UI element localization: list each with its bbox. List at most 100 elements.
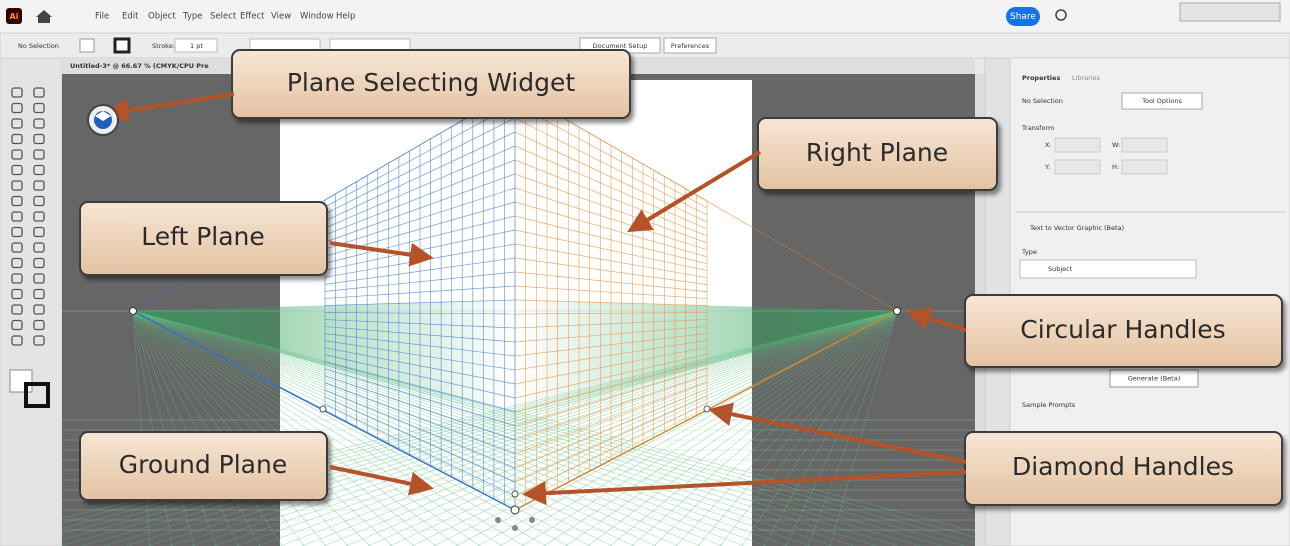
- grid-line: [785, 310, 898, 546]
- grid-line: [521, 310, 898, 546]
- tool-icon[interactable]: [33, 273, 45, 284]
- document-tab[interactable]: Untitled-3* @ 66.67 % (CMYK/CPU Pre: [70, 62, 209, 70]
- tool-icon[interactable]: [33, 242, 45, 253]
- callout-box: [964, 431, 1283, 506]
- share-label: Share: [1010, 12, 1036, 22]
- tool-icon[interactable]: [33, 133, 45, 145]
- field-label: X:: [1045, 141, 1052, 149]
- grid-line: [132, 310, 393, 546]
- tool-icon[interactable]: [33, 211, 45, 222]
- stroke-input[interactable]: [174, 38, 218, 53]
- grid-line: [132, 310, 811, 546]
- tool-icon[interactable]: [11, 133, 23, 145]
- tool-options-button[interactable]: [1121, 92, 1203, 110]
- app-logo: [6, 8, 22, 24]
- tool-icon[interactable]: [11, 180, 23, 191]
- tool-icon[interactable]: [33, 335, 45, 346]
- tool-icon[interactable]: [11, 102, 23, 114]
- tool-icon[interactable]: [33, 304, 45, 315]
- diamond-handle[interactable]: [319, 405, 327, 413]
- fill-color[interactable]: [9, 369, 33, 393]
- grid-line: [132, 310, 173, 546]
- tool-icon[interactable]: [11, 335, 23, 346]
- tool-icon[interactable]: [11, 257, 23, 269]
- tool-icon[interactable]: [11, 164, 23, 176]
- home-icon[interactable]: [36, 10, 52, 23]
- menu-item[interactable]: Object: [148, 12, 176, 22]
- tool-icon[interactable]: [33, 257, 45, 269]
- stroke-color[interactable]: [24, 382, 50, 408]
- input[interactable]: [1054, 159, 1101, 175]
- menu-item[interactable]: Select: [210, 12, 237, 22]
- grid-line: [132, 310, 767, 546]
- tool-icon[interactable]: [33, 118, 45, 129]
- grid-line: [132, 310, 943, 546]
- grid-line: [132, 310, 921, 546]
- tool-icon[interactable]: [11, 319, 23, 331]
- tool-icon[interactable]: [33, 195, 45, 207]
- grid-line: [587, 310, 898, 546]
- section-title: Text to Vector Graphic (Beta): [1029, 224, 1124, 232]
- grid-line: [132, 310, 239, 546]
- tool-icon[interactable]: [11, 87, 23, 98]
- diamond-handle[interactable]: [703, 405, 711, 413]
- section-title: Sample Prompts: [1022, 401, 1076, 409]
- menu-item[interactable]: Effect: [240, 12, 265, 22]
- menu-item[interactable]: File: [95, 12, 109, 22]
- tool-icon[interactable]: [33, 87, 45, 98]
- tool-icon[interactable]: [33, 149, 45, 160]
- fill-swatch[interactable]: [79, 38, 95, 53]
- input[interactable]: [1121, 137, 1168, 153]
- arrow: [104, 92, 235, 123]
- tool-icon[interactable]: [33, 288, 45, 300]
- tool-icon[interactable]: [11, 288, 23, 300]
- tool-icon[interactable]: [11, 242, 23, 253]
- tool-icon[interactable]: [11, 118, 23, 129]
- share-button[interactable]: [1006, 7, 1040, 26]
- field-label: H:: [1112, 163, 1119, 171]
- tool-icon[interactable]: [11, 273, 23, 284]
- grid-line: [125, 310, 898, 546]
- grid-line: [389, 310, 898, 546]
- menu-item[interactable]: Type: [182, 12, 203, 22]
- panel-tab[interactable]: Properties: [1022, 74, 1060, 82]
- tool-icon[interactable]: [33, 226, 45, 238]
- field-label: Type: [1021, 248, 1037, 256]
- grid-line: [132, 310, 789, 546]
- menu-item[interactable]: Window: [300, 12, 334, 22]
- grid-line: [132, 310, 371, 546]
- grid-line: [132, 310, 151, 546]
- search-icon[interactable]: [1055, 9, 1067, 21]
- tool-icon[interactable]: [33, 319, 45, 331]
- input[interactable]: [1121, 159, 1168, 175]
- tool-icon[interactable]: [11, 149, 23, 160]
- tool-icon[interactable]: [33, 102, 45, 114]
- tool-icon[interactable]: [11, 195, 23, 207]
- grid-line: [132, 310, 975, 544]
- type-dropdown[interactable]: [1019, 259, 1197, 279]
- grid-line: [147, 310, 898, 546]
- grid-line: [132, 310, 569, 546]
- tool-icon[interactable]: [11, 226, 23, 238]
- menu-item[interactable]: Edit: [122, 12, 139, 22]
- input[interactable]: [1054, 137, 1101, 153]
- arrow: [329, 465, 434, 496]
- ground-handle[interactable]: [510, 505, 520, 515]
- diamond-handle[interactable]: [511, 490, 519, 498]
- circular-handle[interactable]: [893, 307, 901, 315]
- panel-tab[interactable]: Libraries: [1072, 74, 1101, 82]
- circular-handle[interactable]: [129, 307, 137, 315]
- tool-icon[interactable]: [11, 211, 23, 222]
- app-bar: [0, 0, 1290, 33]
- grid-line: [169, 310, 898, 546]
- menu-item[interactable]: View: [271, 12, 291, 22]
- ground-fan: [515, 300, 897, 420]
- tool-icon[interactable]: [11, 304, 23, 315]
- menu-item[interactable]: Help: [336, 12, 355, 22]
- generate-button[interactable]: [1109, 369, 1199, 388]
- window-controls[interactable]: [1179, 2, 1281, 22]
- stroke-swatch[interactable]: [113, 37, 131, 54]
- tool-icon[interactable]: [33, 180, 45, 191]
- tool-icon[interactable]: [33, 164, 45, 176]
- preferences-button[interactable]: [663, 37, 717, 54]
